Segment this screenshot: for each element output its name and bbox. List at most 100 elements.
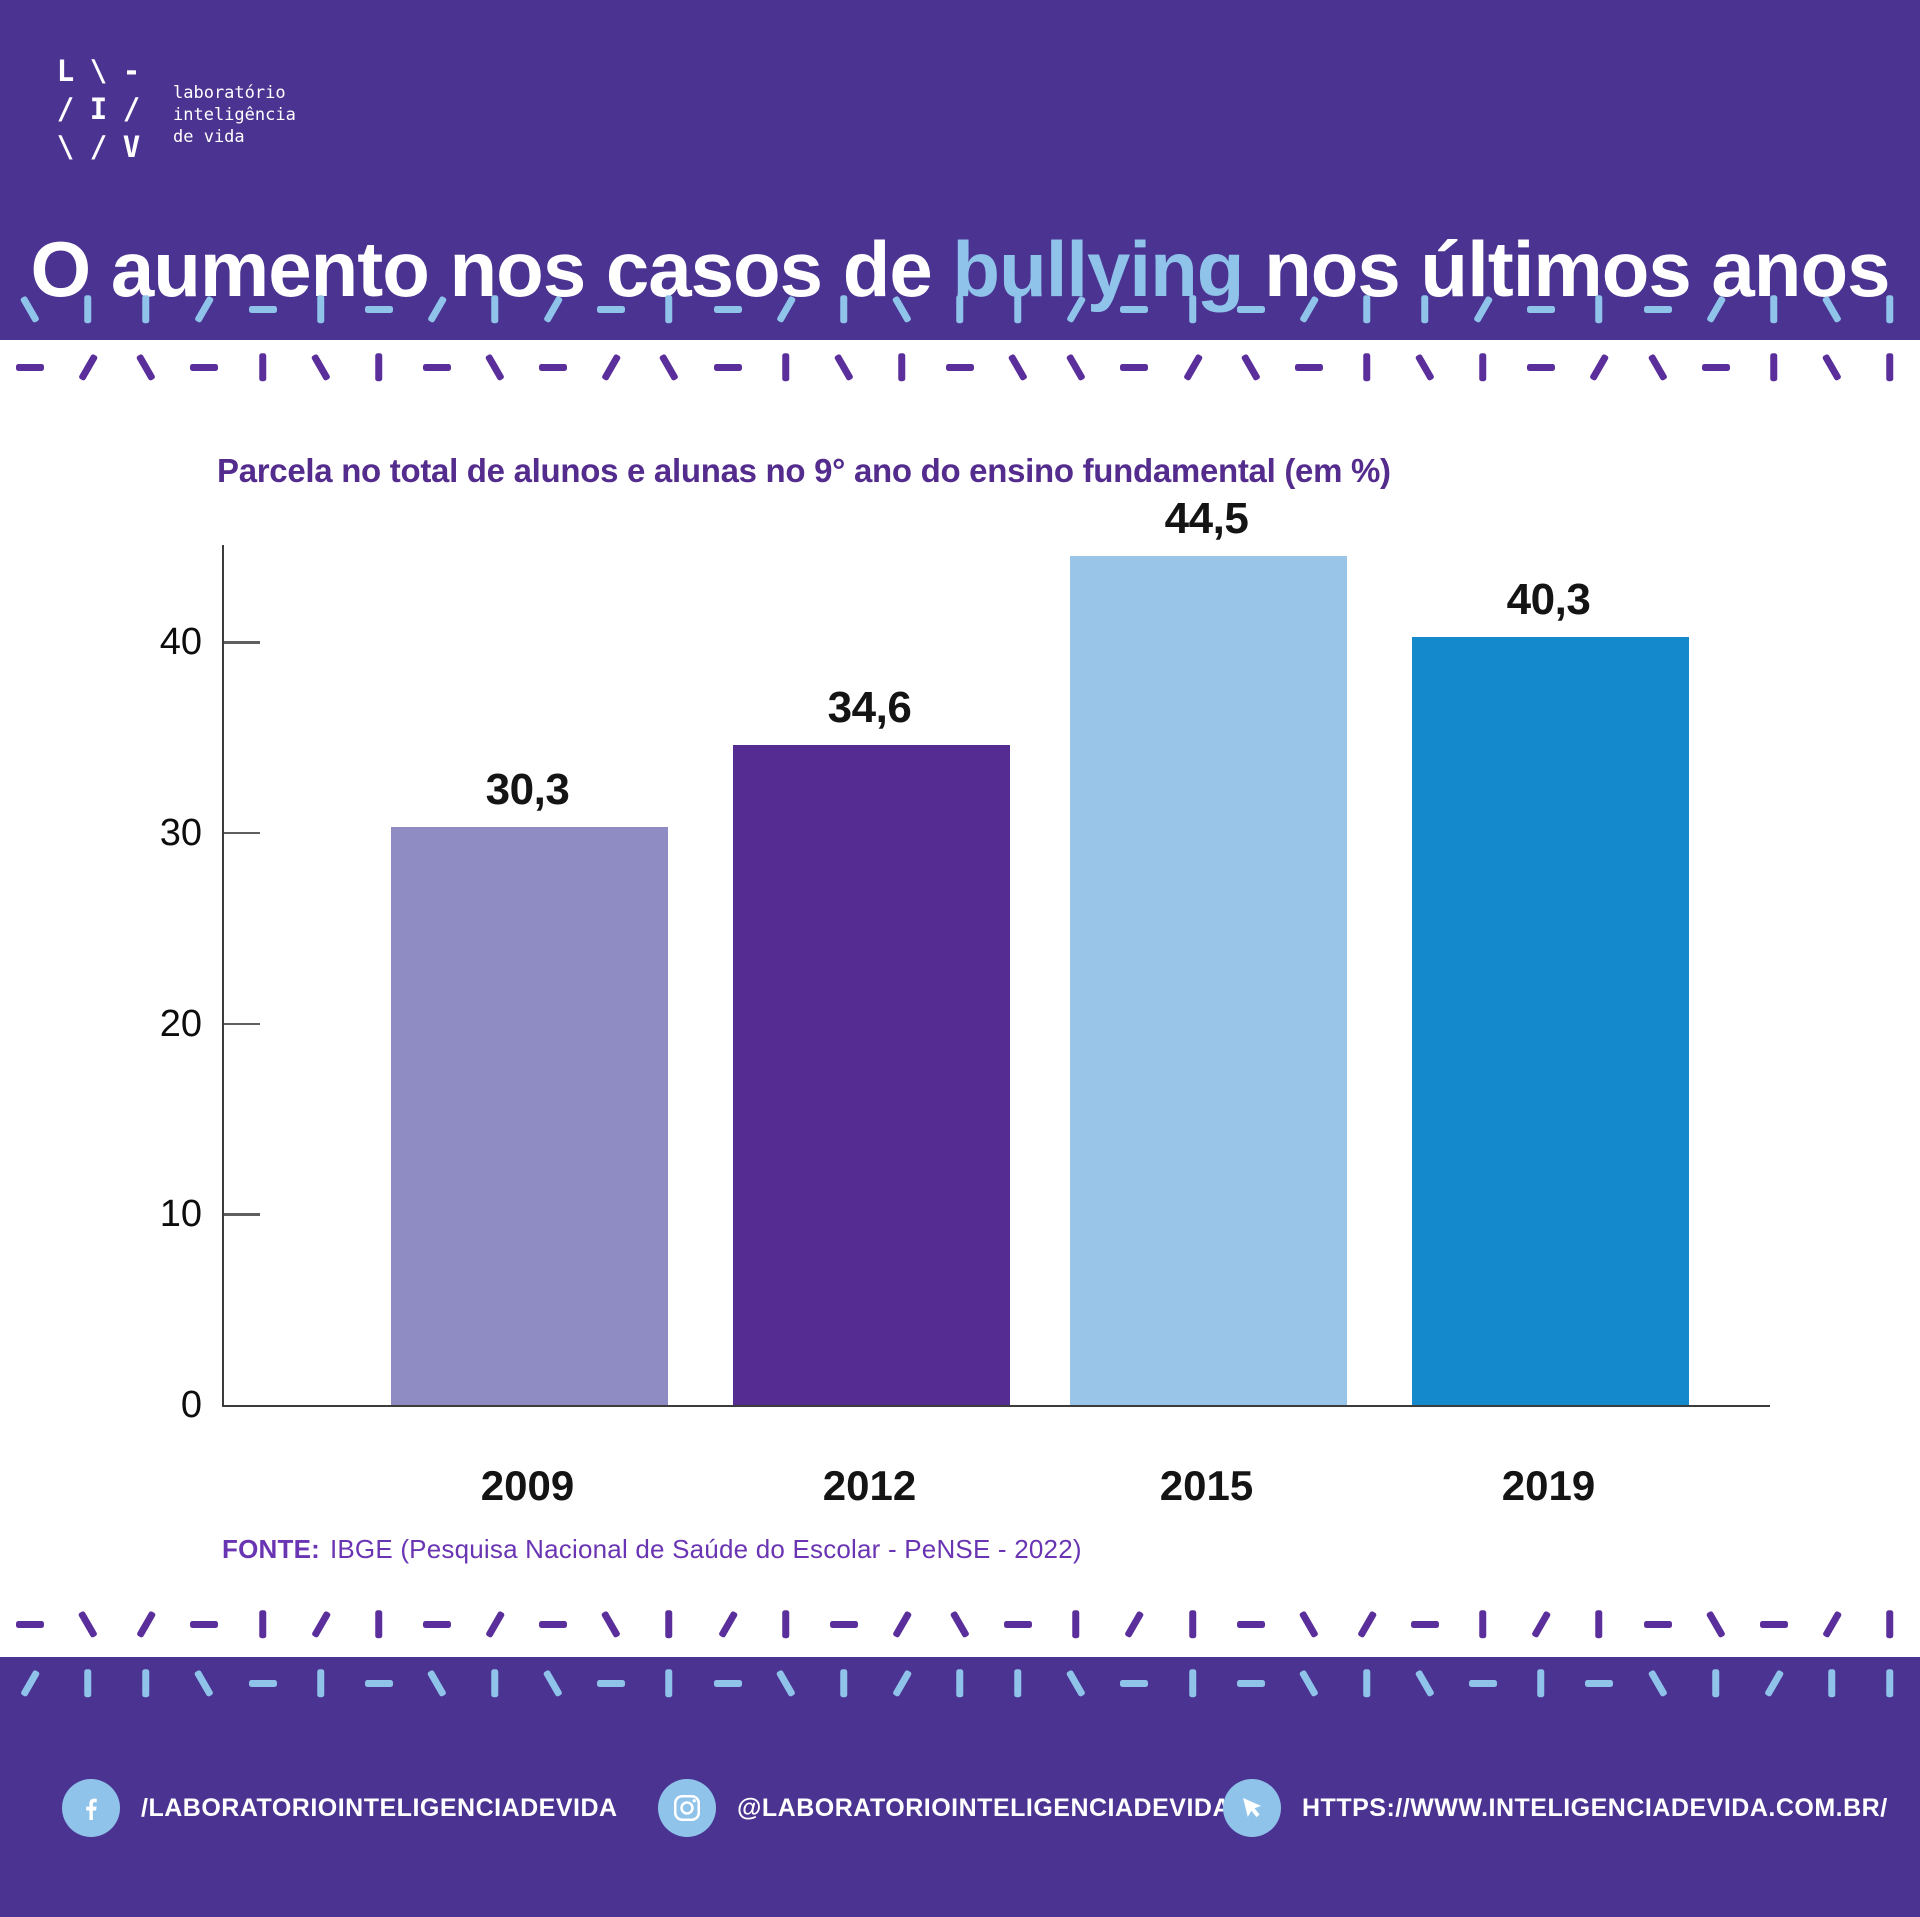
logo-glyph: / xyxy=(56,92,75,126)
dash-icon xyxy=(1236,1610,1265,1638)
dash-icon xyxy=(1760,295,1788,323)
y-axis-tick-label: 10 xyxy=(159,1193,202,1236)
x-axis-tick-label: 2009 xyxy=(480,1462,575,1509)
logo-wordmark-line: inteligência xyxy=(173,105,296,125)
dash-icon xyxy=(655,1610,683,1638)
dash-icon xyxy=(772,1669,800,1697)
dash-icon xyxy=(1004,1610,1033,1638)
dash-icon xyxy=(481,1669,509,1697)
dash-icon xyxy=(946,1610,974,1638)
dash-icon xyxy=(597,295,626,323)
instagram-link[interactable]: @LABORATORIOINTELIGENCIADEVIDA xyxy=(658,1779,1231,1837)
y-axis-tickmark xyxy=(224,1213,260,1216)
x-axis-tick-label: 2012 xyxy=(822,1462,917,1509)
dash-icon xyxy=(190,1610,219,1638)
dash-icon xyxy=(713,353,742,381)
liv-logo-row: L \ - xyxy=(49,52,148,90)
decor-dash-row-top-purple xyxy=(0,353,1920,381)
logo-glyph: I xyxy=(89,92,108,126)
dash-icon xyxy=(423,295,451,323)
dash-icon xyxy=(1702,1610,1730,1638)
y-axis-tickmark xyxy=(224,641,260,644)
dash-icon xyxy=(16,1610,44,1638)
chart-bar xyxy=(1412,637,1689,1405)
dash-icon xyxy=(307,353,335,381)
facebook-icon xyxy=(62,1779,120,1837)
logo-glyph: / xyxy=(122,92,141,126)
logo-glyph: / xyxy=(89,130,108,164)
dash-icon xyxy=(1236,295,1265,323)
website-link[interactable]: HTTPS://WWW.INTELIGENCIADEVIDA.COM.BR/ xyxy=(1223,1779,1888,1837)
dash-icon xyxy=(1353,1669,1381,1697)
dash-icon xyxy=(74,1610,102,1638)
y-axis-tick-label: 30 xyxy=(159,811,202,854)
chart-bar xyxy=(391,827,668,1405)
instagram-handle: @LABORATORIOINTELIGENCIADEVIDA xyxy=(737,1793,1232,1822)
dash-icon xyxy=(772,295,800,323)
dash-icon xyxy=(1527,353,1556,381)
dash-icon xyxy=(772,1610,800,1638)
dash-icon xyxy=(307,1610,335,1638)
dash-icon xyxy=(1469,1669,1498,1697)
dash-icon xyxy=(888,1669,916,1697)
dash-icon xyxy=(1644,1669,1672,1697)
dash-icon xyxy=(1643,295,1672,323)
dash-icon xyxy=(1120,295,1149,323)
dash-icon xyxy=(481,1610,509,1638)
bar-chart-plot-area xyxy=(222,545,1770,1407)
y-axis-tickmark xyxy=(224,831,260,835)
chart-title: Parcela no total de alunos e alunas no 9… xyxy=(217,452,1391,489)
dash-icon xyxy=(1876,295,1904,323)
dash-icon xyxy=(1411,295,1439,323)
dash-icon xyxy=(1004,353,1032,381)
liv-logo-row: \ / V xyxy=(49,128,148,166)
dash-icon xyxy=(1643,1610,1672,1638)
dash-icon xyxy=(1120,1610,1148,1638)
logo-glyph: L xyxy=(56,54,75,88)
dash-icon xyxy=(1411,1610,1439,1638)
dash-icon xyxy=(190,353,219,381)
y-axis-tick-label: 0 xyxy=(180,1384,202,1426)
dash-icon xyxy=(888,1610,916,1638)
dash-icon xyxy=(597,1669,626,1697)
dash-icon xyxy=(1294,353,1323,381)
dash-icon xyxy=(132,353,160,381)
header-banner: L \ - / I / \ / V laboratório inteligênc… xyxy=(0,0,1920,340)
source-note: FONTE: IBGE (Pesquisa Nacional de Saúde d… xyxy=(222,1534,1082,1565)
dash-icon xyxy=(16,295,44,323)
dash-icon xyxy=(1469,1610,1497,1638)
dash-icon xyxy=(307,1669,335,1697)
dash-icon xyxy=(1179,353,1207,381)
dash-icon xyxy=(1062,1669,1090,1697)
dash-icon xyxy=(249,353,277,381)
dash-icon xyxy=(1179,1669,1207,1697)
website-url: HTTPS://WWW.INTELIGENCIADEVIDA.COM.BR/ xyxy=(1302,1793,1888,1822)
dash-icon xyxy=(1527,1669,1555,1697)
decor-dash-row-bottom-purple xyxy=(0,1610,1920,1638)
dash-icon xyxy=(16,353,44,381)
dash-icon xyxy=(132,295,160,323)
dash-icon xyxy=(1585,295,1613,323)
dash-icon xyxy=(772,353,800,381)
dash-icon xyxy=(16,1669,44,1697)
dash-icon xyxy=(481,295,509,323)
bar-value-label: 40,3 xyxy=(1506,575,1591,624)
y-axis-tick-label: 40 xyxy=(159,621,202,664)
dash-icon xyxy=(190,295,218,323)
liv-logo-row: / I / xyxy=(49,90,148,128)
dash-icon xyxy=(1411,353,1439,381)
dash-icon xyxy=(830,295,858,323)
dash-icon xyxy=(1120,353,1149,381)
decor-dash-row-top-blue xyxy=(0,295,1920,323)
dash-icon xyxy=(1876,353,1904,381)
dash-icon xyxy=(539,1669,567,1697)
dash-icon xyxy=(539,353,568,381)
dash-icon xyxy=(1818,1669,1846,1697)
logo-glyph: - xyxy=(122,54,141,88)
dash-icon xyxy=(1585,1669,1614,1697)
dash-icon xyxy=(1759,1610,1788,1638)
facebook-link[interactable]: /LABORATORIOINTELIGENCIADEVIDA xyxy=(62,1779,618,1837)
dash-icon xyxy=(365,353,393,381)
source-label: FONTE: xyxy=(222,1534,320,1564)
